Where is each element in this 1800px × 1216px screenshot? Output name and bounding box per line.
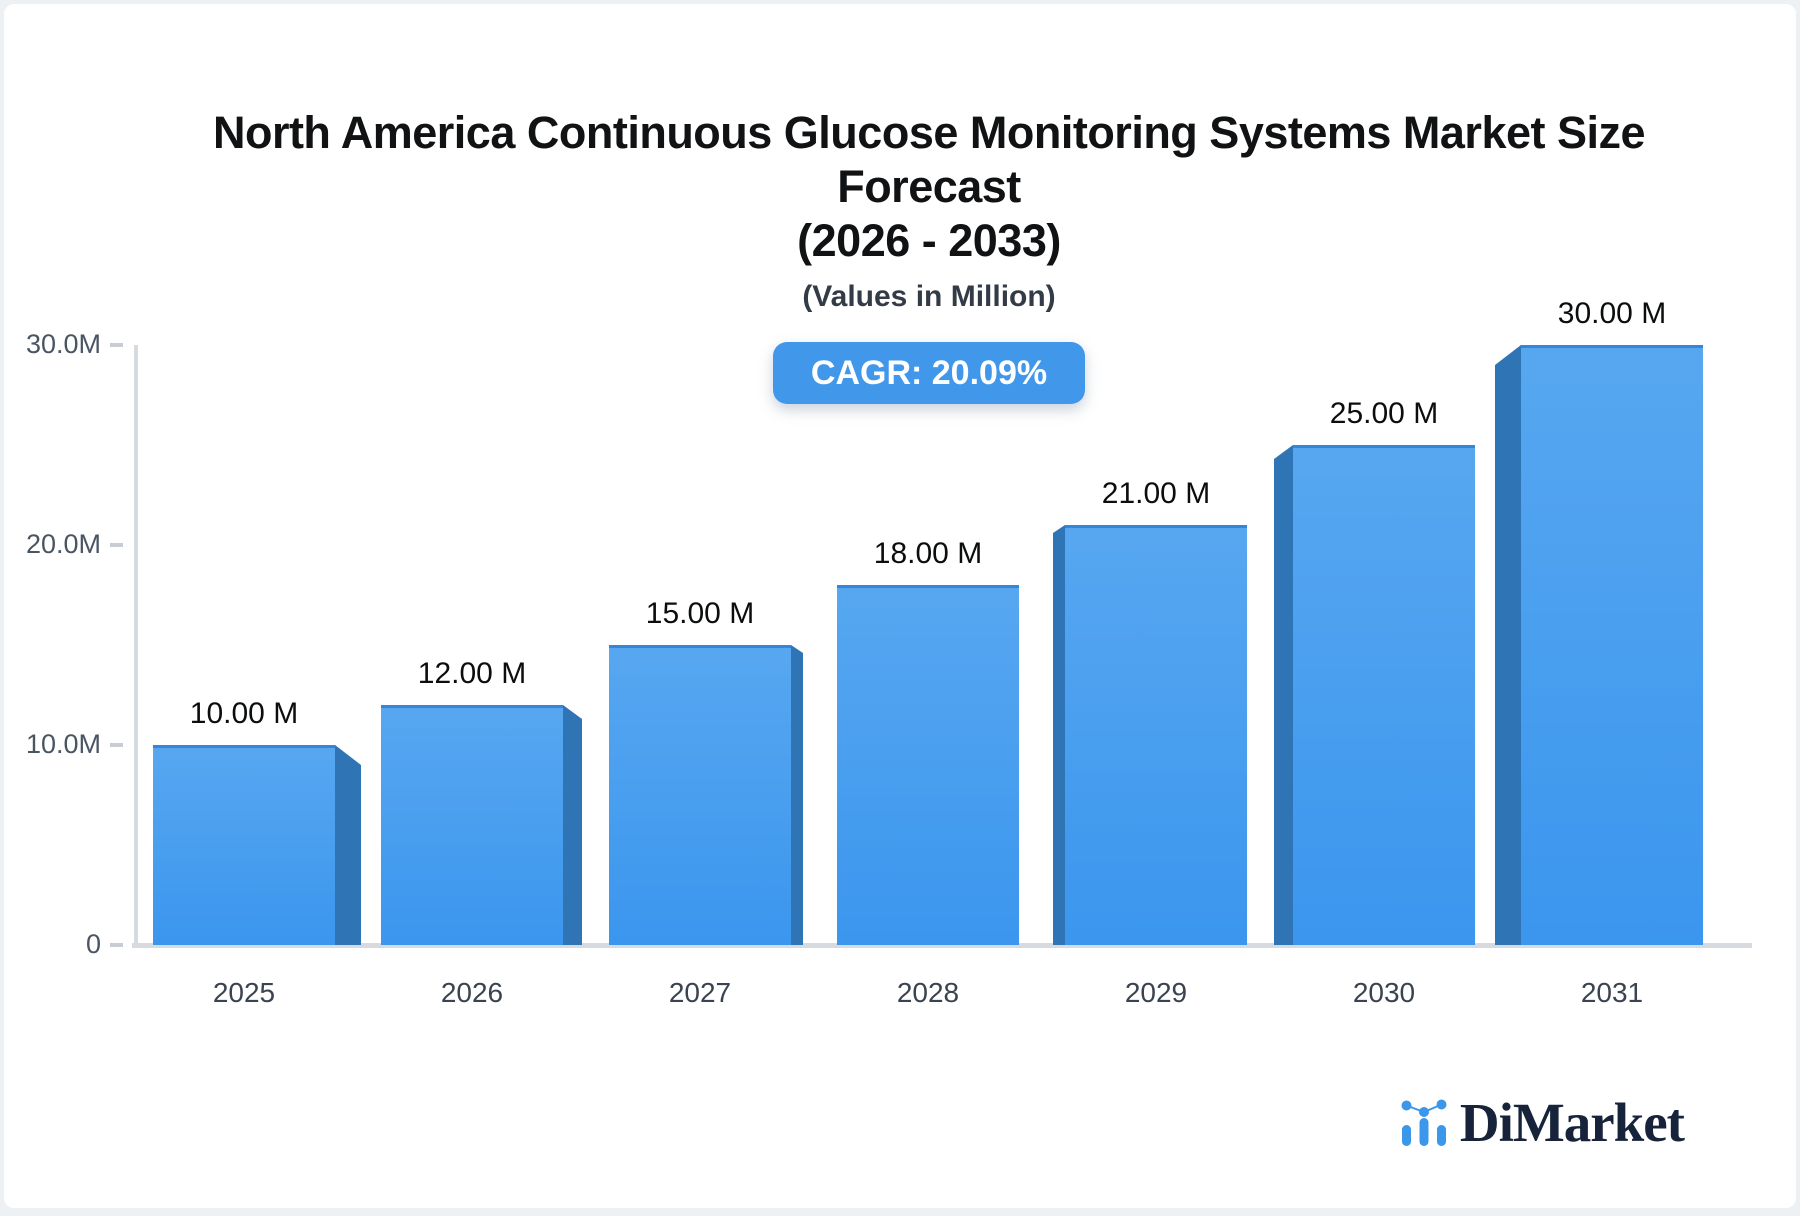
bar-value-label: 30.00 M — [1557, 297, 1667, 330]
chart-title-line2: (2026 - 2033) — [797, 215, 1061, 266]
x-axis-label-2031: 2031 — [1580, 977, 1644, 1008]
y-axis-tick — [110, 343, 123, 347]
bar-3d-side — [335, 745, 361, 945]
y-axis-tick-label: 20.0M — [25, 529, 101, 559]
y-axis-tick — [110, 543, 123, 547]
bar-2031[interactable] — [1521, 345, 1703, 945]
chart-title-line1: North America Continuous Glucose Monitor… — [212, 107, 1646, 212]
bar-3d-side — [1495, 345, 1521, 945]
bar-3d-side — [1274, 445, 1293, 945]
y-axis-tick — [110, 743, 123, 747]
bar-2026[interactable] — [381, 705, 563, 945]
bar-2025[interactable] — [153, 745, 335, 945]
bar-value-label: 25.00 M — [1329, 397, 1439, 430]
bar-2028[interactable] — [837, 585, 1019, 945]
x-axis-label-2027: 2027 — [668, 977, 732, 1008]
bar-value-label: 18.00 M — [873, 537, 983, 570]
y-axis-line — [134, 345, 138, 947]
cagr-badge: CAGR: 20.09% — [772, 342, 1086, 404]
x-axis-label-2030: 2030 — [1352, 977, 1416, 1008]
bar-chart-plot-area: 30.0M 20.0M 10.0M 0 10.00 M 2025 12.00 M 2026 15… — [4, 4, 1800, 1216]
x-axis-label-2026: 2026 — [440, 977, 504, 1008]
brand-logo: DiMarket — [1401, 1092, 1685, 1153]
y-axis-tick-label: 0 — [85, 929, 101, 959]
chart-card: North America Continuous Glucose Monitor… — [4, 4, 1796, 1208]
y-axis-tick-label: 10.0M — [25, 729, 101, 759]
y-axis-tick-label: 30.0M — [25, 329, 101, 359]
bar-chart-logo-icon — [1401, 1099, 1447, 1146]
x-axis-label-2029: 2029 — [1124, 977, 1188, 1008]
bar-3d-side — [1053, 525, 1065, 945]
chart-subtitle: (Values in Million) — [802, 280, 1056, 313]
x-axis-label-2025: 2025 — [212, 977, 276, 1008]
bar-3d-side — [563, 705, 582, 945]
bar-value-label: 21.00 M — [1101, 477, 1211, 510]
bar-2030[interactable] — [1293, 445, 1475, 945]
x-axis-line — [132, 943, 1752, 948]
bar-3d-side — [791, 645, 803, 945]
x-axis-label-2028: 2028 — [896, 977, 960, 1008]
y-axis-tick — [110, 943, 123, 947]
bar-value-label: 15.00 M — [645, 597, 755, 630]
bar-value-label: 10.00 M — [189, 697, 299, 730]
bar-value-label: 12.00 M — [417, 657, 527, 690]
bar-2027[interactable] — [609, 645, 791, 945]
brand-name: DiMarket — [1459, 1092, 1685, 1153]
chart-header: North America Continuous Glucose Monitor… — [134, 106, 1724, 404]
bar-2029[interactable] — [1065, 525, 1247, 945]
